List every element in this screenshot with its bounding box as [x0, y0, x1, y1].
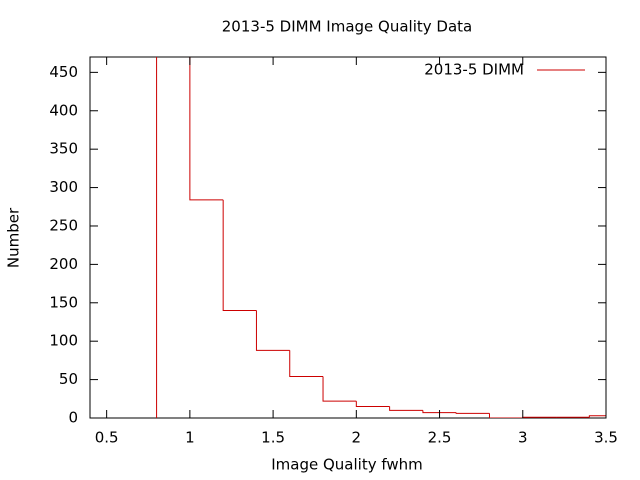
histogram-step	[255, 310, 290, 351]
y-tick-label: 350	[49, 140, 78, 158]
y-tick-label: 300	[49, 178, 78, 196]
histogram-step	[588, 415, 606, 418]
y-tick-label: 400	[49, 101, 78, 119]
histogram-step	[156, 57, 158, 418]
x-tick-label: 3	[518, 429, 528, 447]
y-tick-label: 450	[49, 63, 78, 81]
histogram-step	[389, 406, 423, 411]
histogram-step	[322, 376, 357, 402]
y-tick-label: 200	[49, 255, 78, 273]
y-tick-label: 50	[59, 370, 78, 388]
plot-area	[156, 57, 606, 418]
histogram-step	[222, 199, 257, 311]
y-axis-label: Number	[5, 207, 23, 268]
y-tick-label: 150	[49, 293, 78, 311]
x-tick-label: 1	[185, 429, 195, 447]
plot-border	[89, 56, 607, 419]
histogram-step	[289, 350, 324, 378]
x-tick-label: 2.5	[428, 429, 452, 447]
histogram-step	[422, 410, 457, 414]
chart-title: 2013-5 DIMM Image Quality Data	[222, 18, 472, 36]
histogram-step	[488, 413, 523, 418]
y-tick-label: 0	[68, 409, 78, 427]
y-tick-label: 250	[49, 216, 78, 234]
x-tick-label: 0.5	[95, 429, 119, 447]
x-tick-label: 2	[352, 429, 362, 447]
histogram-step	[455, 412, 490, 414]
x-axis-label: Image Quality fwhm	[271, 456, 423, 474]
histogram-step	[355, 401, 390, 407]
y-tick-label: 100	[49, 332, 78, 350]
histogram-step	[189, 57, 224, 201]
x-tick-label: 3.5	[594, 429, 618, 447]
legend-label: 2013-5 DIMM	[424, 61, 524, 79]
x-tick-label: 1.5	[261, 429, 285, 447]
